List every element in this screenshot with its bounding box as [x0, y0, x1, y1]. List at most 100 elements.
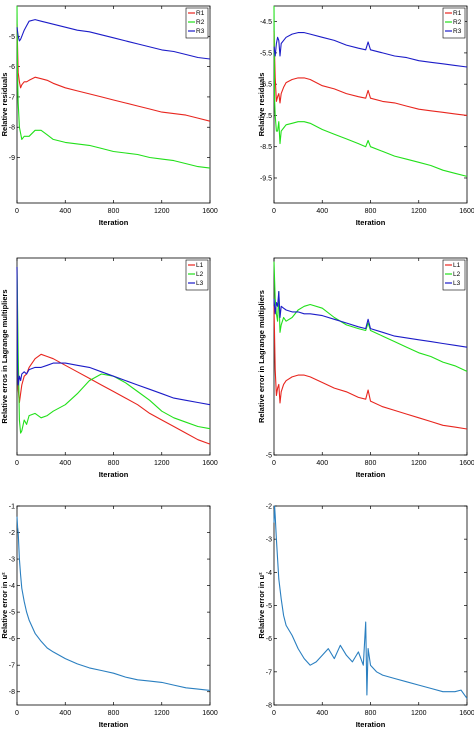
y-tick-label: -4: [266, 570, 272, 577]
y-tick-label: -5: [9, 610, 15, 617]
y-tick-label: -3: [266, 537, 272, 544]
y-axis-label: Relative error in u²: [0, 572, 9, 639]
chart-panel-4: 0 400 800 1200 1600 -5 Iteration Relative error…: [257, 257, 474, 479]
x-tick-label: 400: [59, 208, 71, 215]
series-line-R2: [16, 5, 211, 169]
legend-label-L2: L2: [453, 271, 461, 278]
x-tick-label: 1600: [202, 710, 218, 717]
series-line-R3: [16, 19, 211, 60]
y-tick-label: -5: [9, 34, 15, 41]
x-tick-label: 800: [365, 710, 377, 717]
legend-label-R2: R2: [196, 19, 205, 26]
y-tick-label: -3: [9, 557, 15, 564]
x-axis-label: Iteration: [99, 720, 129, 729]
legend: R1 R2 R3: [442, 7, 466, 39]
y-axis-label: Relative error in Lagrange multipliers: [257, 290, 266, 423]
x-tick-label: 800: [108, 710, 120, 717]
series-line-R2: [273, 5, 468, 177]
legend: L1 L2 L3: [185, 259, 209, 291]
x-axis-label: Iteration: [99, 470, 129, 479]
x-tick-label: 0: [15, 710, 19, 717]
y-axis-label: Relative erros in Lagrange multipliers: [0, 289, 9, 423]
y-tick-label: -6.5: [260, 82, 272, 89]
chart-panel-1: 0 400 800 1200 1600 -5 -6 -7 -8 -9 Iteration Relati…: [0, 5, 218, 227]
y-tick-label: -7: [9, 663, 15, 670]
x-axis-label: Iteration: [356, 470, 386, 479]
y-tick-label: -4: [9, 583, 15, 590]
x-tick-label: 400: [316, 710, 328, 717]
y-tick-label: -9.5: [260, 175, 272, 182]
y-tick-label: -2: [9, 530, 15, 537]
series-line-series-1: [273, 505, 468, 699]
x-tick-label: 1600: [459, 208, 474, 215]
series-line-R1: [16, 24, 211, 122]
y-tick-label: -6: [266, 636, 272, 643]
legend-label-R1: R1: [196, 10, 205, 17]
y-axis-label: Relative error in u²: [257, 572, 266, 639]
y-tick-label: -4.5: [260, 19, 272, 26]
x-tick-label: 1200: [411, 710, 427, 717]
x-axis-label: Iteration: [356, 218, 386, 227]
x-tick-label: 0: [15, 208, 19, 215]
series-line-L3: [273, 290, 468, 348]
series-line-L1: [273, 306, 468, 430]
series-line-L3: [16, 266, 211, 406]
y-tick-label: -8: [266, 703, 272, 710]
chart-panel-6: 0 400 800 1200 1600 -2 -3 -4 -5 -6 -7 -8 Iteration Re…: [257, 504, 474, 730]
x-tick-label: 1600: [459, 710, 474, 717]
y-tick-label: -5: [266, 453, 272, 460]
x-tick-label: 800: [365, 208, 377, 215]
x-tick-label: 400: [316, 208, 328, 215]
x-tick-label: 400: [59, 460, 71, 467]
series-line-series-1: [16, 516, 211, 691]
x-axis-label: Iteration: [356, 720, 386, 729]
x-tick-label: 800: [108, 460, 120, 467]
x-tick-label: 1600: [202, 208, 218, 215]
series-line-L1: [16, 266, 211, 445]
y-tick-label: -5.5: [260, 50, 272, 57]
legend-label-R3: R3: [196, 28, 205, 35]
series-line-R3: [273, 32, 468, 68]
y-tick-label: -8.5: [260, 144, 272, 151]
chart-panel-3: 0 400 800 1200 1600 Iteration Relative erros i…: [0, 257, 218, 479]
x-tick-label: 1200: [411, 208, 427, 215]
y-axis-label: Relative residuals: [257, 73, 266, 137]
legend-label-L3: L3: [453, 280, 461, 287]
x-tick-label: 800: [365, 460, 377, 467]
y-tick-label: -9: [9, 155, 15, 162]
y-tick-label: -7: [266, 669, 272, 676]
x-tick-label: 0: [15, 460, 19, 467]
chart-panel-2: 0 400 800 1200 1600 -4.5 -5.5 -6.5 -7.5 -8.5 -9.5 I…: [257, 5, 474, 227]
chart-panel-5: 0 400 800 1200 1600 -1 -2 -3 -4 -5 -6 -7 -8 Iteration…: [0, 504, 218, 730]
x-tick-label: 400: [316, 460, 328, 467]
legend-label-L2: L2: [196, 271, 204, 278]
legend-label-R3: R3: [453, 28, 462, 35]
x-tick-label: 1200: [411, 460, 427, 467]
series-line-R1: [273, 30, 468, 116]
legend-label-L1: L1: [453, 262, 461, 269]
y-axis-label: Relative residuals: [0, 73, 9, 137]
x-tick-label: 0: [272, 460, 276, 467]
legend-label-R1: R1: [453, 10, 462, 17]
legend: R1 R2 R3: [185, 7, 209, 39]
y-tick-label: -7.5: [260, 113, 272, 120]
x-tick-label: 1200: [154, 208, 170, 215]
panels: 0 400 800 1200 1600 -5 -6 -7 -8 -9 Iteration Relati…: [0, 5, 474, 730]
y-tick-label: -7: [9, 94, 15, 101]
y-tick-label: -2: [266, 504, 272, 511]
legend-label-L1: L1: [196, 262, 204, 269]
x-tick-label: 800: [108, 208, 120, 215]
x-tick-label: 1600: [202, 460, 218, 467]
y-tick-label: -8: [9, 689, 15, 696]
x-tick-label: 1200: [154, 710, 170, 717]
x-tick-label: 400: [59, 710, 71, 717]
x-tick-label: 0: [272, 710, 276, 717]
x-tick-label: 1600: [459, 460, 474, 467]
x-tick-label: 0: [272, 208, 276, 215]
y-tick-label: -5: [266, 603, 272, 610]
x-tick-label: 1200: [154, 460, 170, 467]
y-tick-label: -6: [9, 64, 15, 71]
legend: L1 L2 L3: [442, 259, 466, 291]
